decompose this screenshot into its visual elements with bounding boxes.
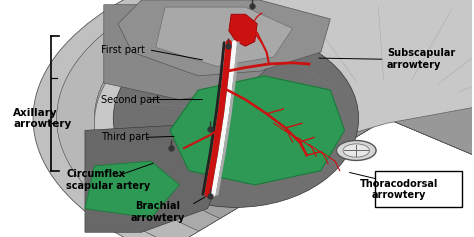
Polygon shape (104, 5, 292, 100)
Circle shape (343, 144, 369, 157)
Wedge shape (94, 0, 474, 231)
Text: Third part: Third part (101, 132, 150, 142)
Polygon shape (156, 7, 292, 66)
FancyBboxPatch shape (375, 171, 463, 207)
Text: Subscapular
arrowtery: Subscapular arrowtery (387, 48, 455, 70)
Polygon shape (85, 123, 227, 232)
Text: Second part: Second part (101, 95, 161, 105)
Polygon shape (229, 14, 257, 46)
Polygon shape (85, 161, 179, 218)
Wedge shape (33, 0, 474, 237)
Polygon shape (118, 0, 330, 76)
Wedge shape (128, 0, 474, 218)
Wedge shape (94, 0, 474, 197)
Ellipse shape (113, 30, 359, 207)
Text: Thoracodorsal
arrowtery: Thoracodorsal arrowtery (360, 179, 438, 201)
Circle shape (337, 141, 376, 160)
Wedge shape (165, 7, 474, 204)
Polygon shape (170, 76, 345, 185)
Text: First part: First part (101, 45, 146, 55)
Wedge shape (56, 0, 474, 237)
Text: Brachial
arrowtery: Brachial arrowtery (131, 201, 185, 223)
Text: Axillary
arrowtery: Axillary arrowtery (13, 108, 72, 129)
Text: Circumflex
scapular artery: Circumflex scapular artery (66, 169, 150, 191)
